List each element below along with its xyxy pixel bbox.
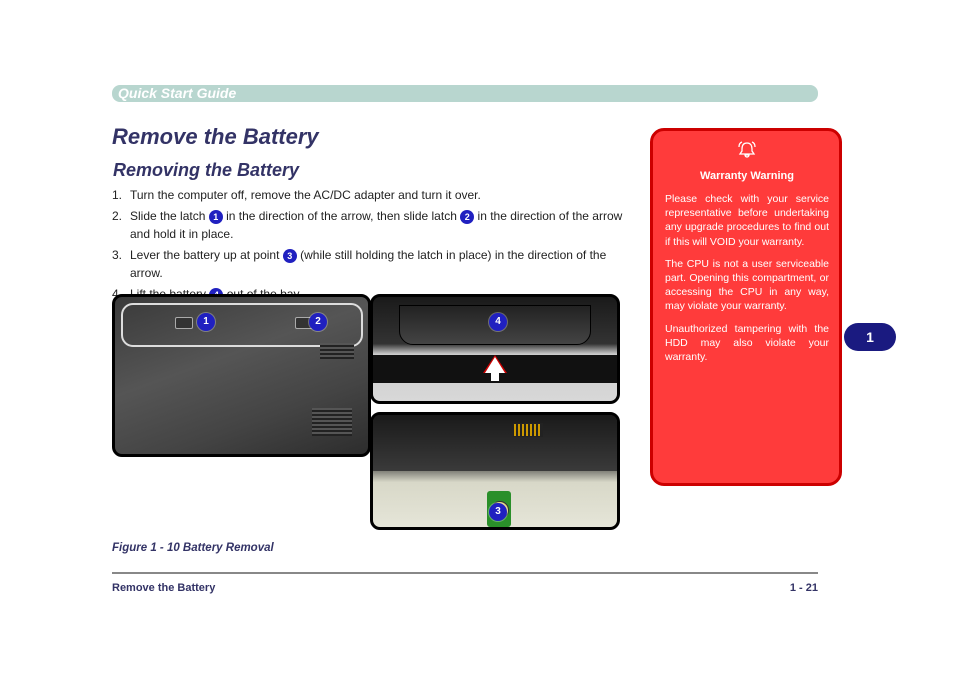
battery-bay-outline [121,303,363,347]
warning-title: Warranty Warning [665,169,829,184]
warning-p3: Unauthorized tampering with the HDD may … [665,322,829,365]
step-num: 1. [112,186,130,204]
warning-box: Warranty Warning Please check with your … [650,128,842,486]
vent-icon [312,408,352,436]
photo-battery-lever: 3 [370,412,620,530]
warning-p2: The CPU is not a user serviceable part. … [665,257,829,314]
photo-marker-4: 4 [489,313,507,331]
footer-rule [112,572,818,574]
steps-list: 1. Turn the computer off, remove the AC/… [112,186,632,306]
bell-icon [665,141,829,165]
inline-marker-1: 1 [209,210,223,224]
photo-marker-3: 3 [489,503,507,521]
photo-battery-lift: 4 [370,294,620,404]
inline-marker-3: 3 [283,249,297,263]
step-text: Lever the battery up at point 3 (while s… [130,246,632,282]
t: in the direction of the arrow, then slid… [226,209,460,223]
footer-left: Remove the Battery [112,582,215,594]
warning-p1: Please check with your service represent… [665,192,829,249]
photo-marker-2: 2 [309,313,327,331]
step-1: 1. Turn the computer off, remove the AC/… [112,186,632,204]
inline-marker-2: 2 [460,210,474,224]
photo-marker-1: 1 [197,313,215,331]
step-text: Turn the computer off, remove the AC/DC … [130,186,481,204]
bay-shape [373,415,617,471]
step-num: 3. [112,246,130,282]
figure-caption: Figure 1 - 10 Battery Removal [112,542,274,554]
step-3: 3. Lever the battery up at point 3 (whil… [112,246,632,282]
step-text: Slide the latch 1 in the direction of th… [130,207,632,243]
footer-right: 1 - 21 [790,582,818,594]
header-text: Quick Start Guide [112,85,236,102]
chapter-tab: 1 [844,323,896,351]
section-subtitle: Removing the Battery [113,160,299,181]
section-title: Remove the Battery [112,124,319,150]
vent-icon [320,343,354,359]
step-num: 2. [112,207,130,243]
connector-icon [513,423,543,437]
latch-icon [175,317,193,329]
t: Slide the latch [130,209,209,223]
step-2: 2. Slide the latch 1 in the direction of… [112,207,632,243]
photo-laptop-bottom: 1 2 [112,294,371,457]
arrow-up-icon [491,371,499,381]
t: Lever the battery up at point [130,248,283,262]
